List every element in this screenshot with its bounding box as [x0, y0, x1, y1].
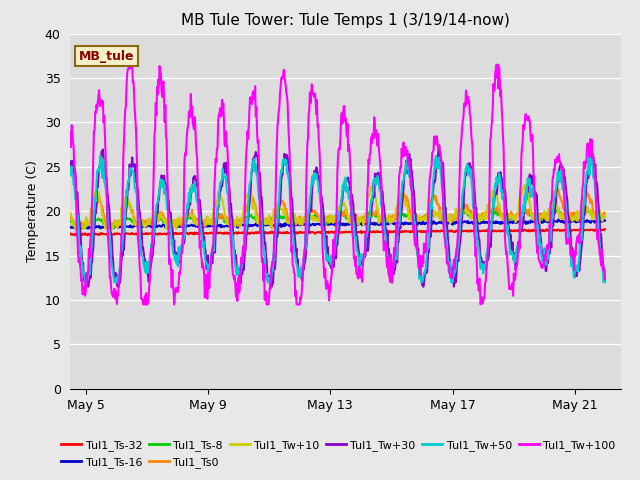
Text: MB_tule: MB_tule	[79, 49, 134, 62]
Title: MB Tule Tower: Tule Temps 1 (3/19/14-now): MB Tule Tower: Tule Temps 1 (3/19/14-now…	[181, 13, 510, 28]
Y-axis label: Temperature (C): Temperature (C)	[26, 160, 39, 262]
Legend: Tul1_Ts-32, Tul1_Ts-16, Tul1_Ts-8, Tul1_Ts0, Tul1_Tw+10, Tul1_Tw+30, Tul1_Tw+50,: Tul1_Ts-32, Tul1_Ts-16, Tul1_Ts-8, Tul1_…	[57, 436, 620, 472]
